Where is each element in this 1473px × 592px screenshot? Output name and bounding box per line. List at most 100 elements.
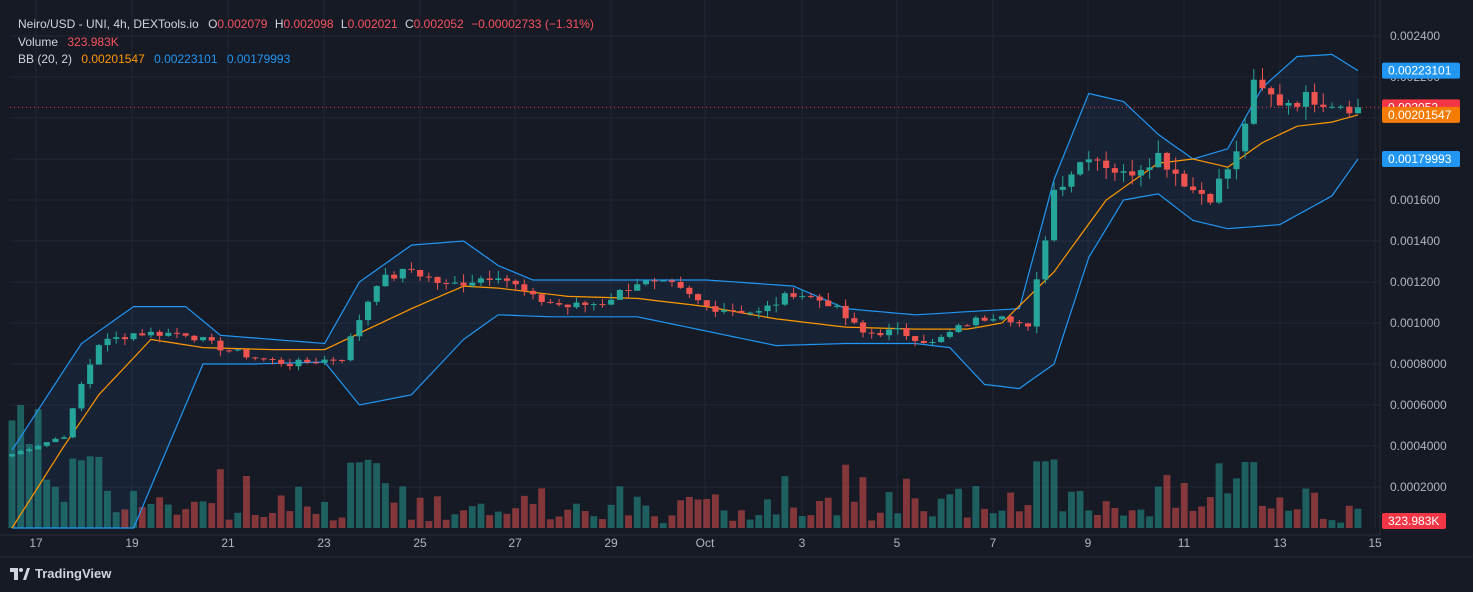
candle-body	[764, 305, 771, 312]
y-tick-label: 0.0006000	[1390, 398, 1447, 412]
y-tick-label: 0.002400	[1390, 29, 1440, 43]
volume-bar	[1215, 463, 1223, 528]
volume-bar	[876, 512, 884, 528]
bb-upper-line	[11, 53, 1359, 451]
candle-body	[26, 449, 33, 451]
volume-bar	[1146, 516, 1153, 528]
candle-body	[729, 310, 736, 312]
volume-bar	[842, 464, 850, 528]
open-value: 0.002079	[217, 17, 268, 31]
volume-bar	[529, 503, 537, 528]
candle-body	[1025, 323, 1032, 327]
candle-body	[747, 312, 754, 314]
volume-bar	[1233, 478, 1240, 528]
candle-body	[851, 318, 858, 323]
volume-bar	[833, 515, 841, 528]
candle-body	[312, 362, 319, 364]
volume-bar	[208, 503, 216, 528]
candle-body	[234, 349, 241, 351]
volume-legend: Volume 323.983K	[18, 34, 119, 50]
volume-bar	[720, 510, 728, 528]
candle-body	[833, 305, 840, 307]
volume-bar	[234, 512, 242, 528]
volume-bar	[1128, 510, 1136, 528]
candle-body	[582, 302, 589, 305]
volume-bar	[1076, 490, 1084, 528]
price-tag-bg	[1382, 106, 1460, 123]
candle-body	[295, 359, 302, 367]
volume-tag-bg	[1382, 513, 1446, 529]
candle-body	[356, 320, 363, 337]
candle-body	[1346, 106, 1353, 114]
tradingview-logo-icon	[10, 567, 30, 580]
volume-bar	[1024, 505, 1032, 528]
candle-body	[451, 282, 458, 284]
volume-bar	[190, 501, 198, 528]
volume-bar	[859, 477, 867, 528]
volume-bar	[381, 483, 389, 528]
candle-body	[347, 336, 354, 361]
candle-body	[1242, 123, 1249, 152]
volume-bar	[269, 513, 276, 528]
volume-bar	[199, 501, 207, 528]
bb-band-fill	[12, 54, 1358, 529]
candle-body	[651, 280, 658, 282]
candle-body	[156, 331, 163, 336]
volume-bar	[694, 499, 702, 528]
candle-body	[443, 283, 450, 284]
price-tag-bg	[1382, 151, 1460, 168]
candle-body	[860, 322, 867, 333]
volume-bar	[1337, 522, 1345, 528]
price-tag: 0.00223101	[1382, 62, 1460, 79]
volume-bar	[1198, 506, 1206, 528]
candle-body	[139, 333, 146, 336]
volume-bar	[60, 501, 68, 528]
x-tick-label: 17	[29, 536, 43, 550]
candle-body	[790, 293, 797, 297]
volume-bar	[1354, 508, 1362, 528]
volume-bar	[460, 510, 467, 528]
candle-body	[721, 310, 728, 312]
volume-bar	[868, 520, 876, 528]
candle-body	[599, 304, 606, 306]
candle-body	[1155, 153, 1162, 168]
volume-bar	[1259, 506, 1266, 528]
volume-bar	[251, 514, 259, 528]
candle-body	[981, 317, 988, 321]
candle-body	[243, 349, 250, 358]
candle-body	[1337, 106, 1344, 108]
candle-body	[1259, 79, 1266, 89]
candle-body	[95, 345, 102, 365]
x-tick-label: 11	[1178, 536, 1191, 550]
candle-body	[1085, 159, 1092, 163]
candle-body	[807, 296, 814, 298]
candle-body	[182, 333, 189, 336]
candle-body	[434, 276, 441, 283]
volume-bar	[1154, 486, 1162, 528]
candle-body	[417, 270, 424, 277]
y-tick-label: 0.001000	[1390, 316, 1440, 330]
volume-bar	[1111, 508, 1119, 528]
volume-bar	[1050, 459, 1058, 528]
price-tag: 0.00179993	[1382, 151, 1460, 168]
candle-body	[660, 280, 667, 282]
candle-body	[1216, 178, 1223, 203]
volume-bar	[156, 497, 164, 528]
x-tick-label: 19	[125, 536, 139, 550]
candle-body	[373, 286, 380, 302]
candle-body	[955, 325, 962, 332]
candle-body	[1250, 79, 1257, 124]
price-tag: 0.00201547	[1382, 106, 1460, 123]
candle-body	[43, 442, 50, 446]
candle-body	[1120, 171, 1127, 173]
tradingview-brand[interactable]: TradingView	[10, 566, 111, 581]
candle-body	[608, 299, 615, 305]
volume-bar	[321, 502, 328, 528]
volume-bar	[816, 501, 823, 528]
y-tick-label: 0.001400	[1390, 234, 1440, 248]
volume-bar	[929, 516, 936, 528]
brand-label: TradingView	[35, 566, 112, 581]
price-tag-label: 0.00223101	[1388, 64, 1452, 78]
high-value: 0.002098	[283, 17, 334, 31]
